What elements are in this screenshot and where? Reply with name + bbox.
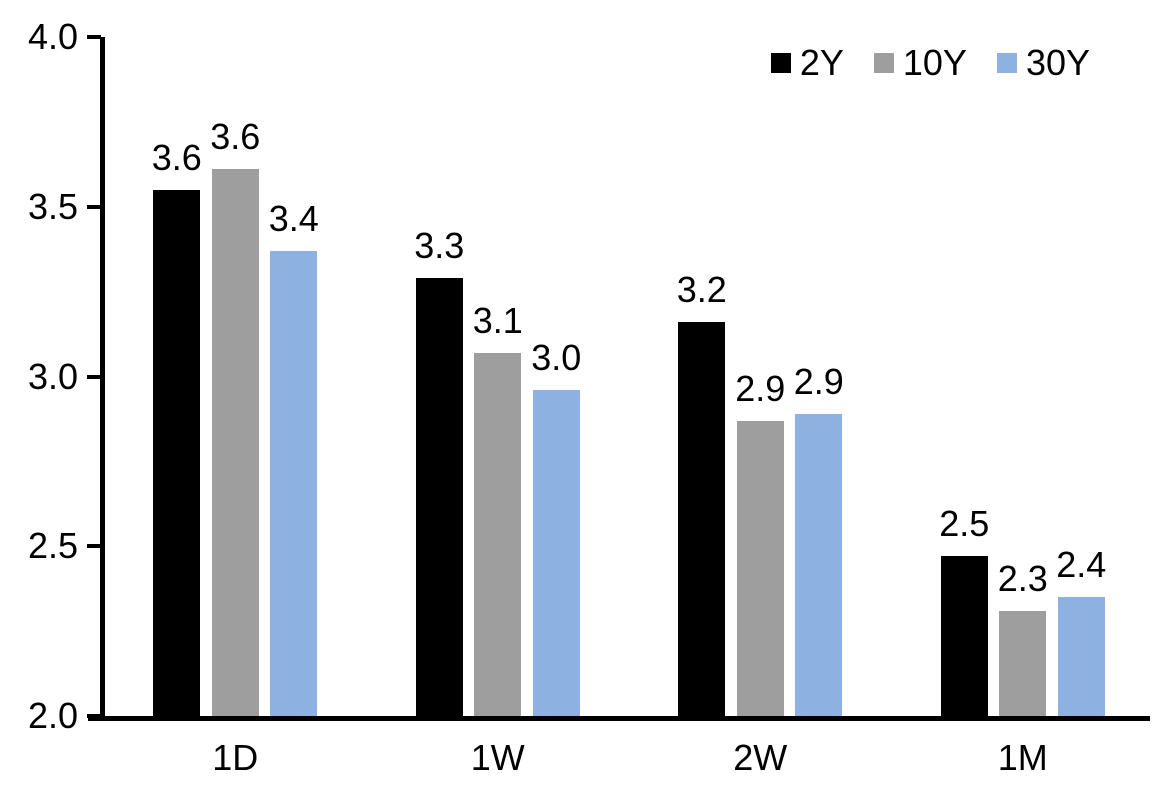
legend-label: 10Y	[902, 42, 967, 83]
bar-value-label: 2.4	[1056, 544, 1107, 586]
bar-value-label: 3.2	[676, 269, 727, 311]
bar-value-label: 3.3	[414, 225, 465, 267]
y-axis-tick	[87, 204, 101, 209]
legend-swatch-30y	[996, 53, 1017, 73]
bar-1w-30y	[532, 390, 580, 716]
y-axis-tick-label: 3.0	[27, 355, 78, 397]
x-axis	[88, 716, 1150, 721]
legend-label: 2Y	[799, 42, 844, 83]
bar-1m-30y	[1057, 597, 1105, 716]
y-axis-tick-label: 2.5	[27, 525, 78, 567]
bar-value-label: 2.3	[997, 557, 1048, 599]
legend-swatch-10y	[873, 53, 894, 73]
bar-value-label: 3.1	[472, 299, 523, 341]
bar-1m-2y	[940, 556, 988, 716]
bar-value-label: 3.6	[151, 136, 202, 178]
chart-legend: 2Y 10Y 30Y	[770, 42, 1090, 83]
y-axis-tick	[87, 544, 101, 549]
bar-1w-2y	[415, 278, 463, 716]
legend-item-2y: 2Y	[770, 42, 844, 83]
y-axis-tick	[87, 374, 101, 379]
bar-2w-2y	[678, 322, 726, 716]
y-axis-tick-label: 2.0	[27, 695, 78, 736]
bar-value-label: 2.9	[735, 367, 786, 409]
y-axis	[100, 37, 105, 721]
legend-swatch-2y	[770, 53, 791, 73]
bar-2w-10y	[736, 420, 784, 716]
bar-1d-10y	[211, 169, 259, 716]
x-axis-category-label: 2W	[733, 737, 788, 778]
bar-1d-2y	[153, 189, 201, 716]
legend-label: 30Y	[1025, 42, 1090, 83]
bar-value-label: 3.6	[210, 116, 261, 158]
bar-value-label: 2.5	[939, 503, 990, 545]
x-axis-category-label: 1D	[212, 737, 259, 778]
bar-1m-10y	[999, 610, 1047, 716]
y-axis-tick	[87, 35, 101, 39]
y-axis-tick	[87, 714, 101, 718]
legend-item-30y: 30Y	[996, 42, 1090, 83]
bar-1w-10y	[474, 352, 522, 716]
bar-value-label: 3.4	[268, 197, 319, 239]
y-axis-tick-label: 3.5	[27, 185, 78, 227]
bar-1d-30y	[270, 250, 318, 716]
y-axis-tick-label: 4.0	[27, 16, 78, 57]
bar-value-label: 3.0	[531, 337, 582, 379]
bar-2w-30y	[795, 413, 843, 716]
x-axis-category-label: 1M	[997, 737, 1048, 778]
bar-value-label: 2.9	[793, 360, 844, 402]
x-axis-category-label: 1W	[470, 737, 525, 778]
legend-item-10y: 10Y	[873, 42, 967, 83]
